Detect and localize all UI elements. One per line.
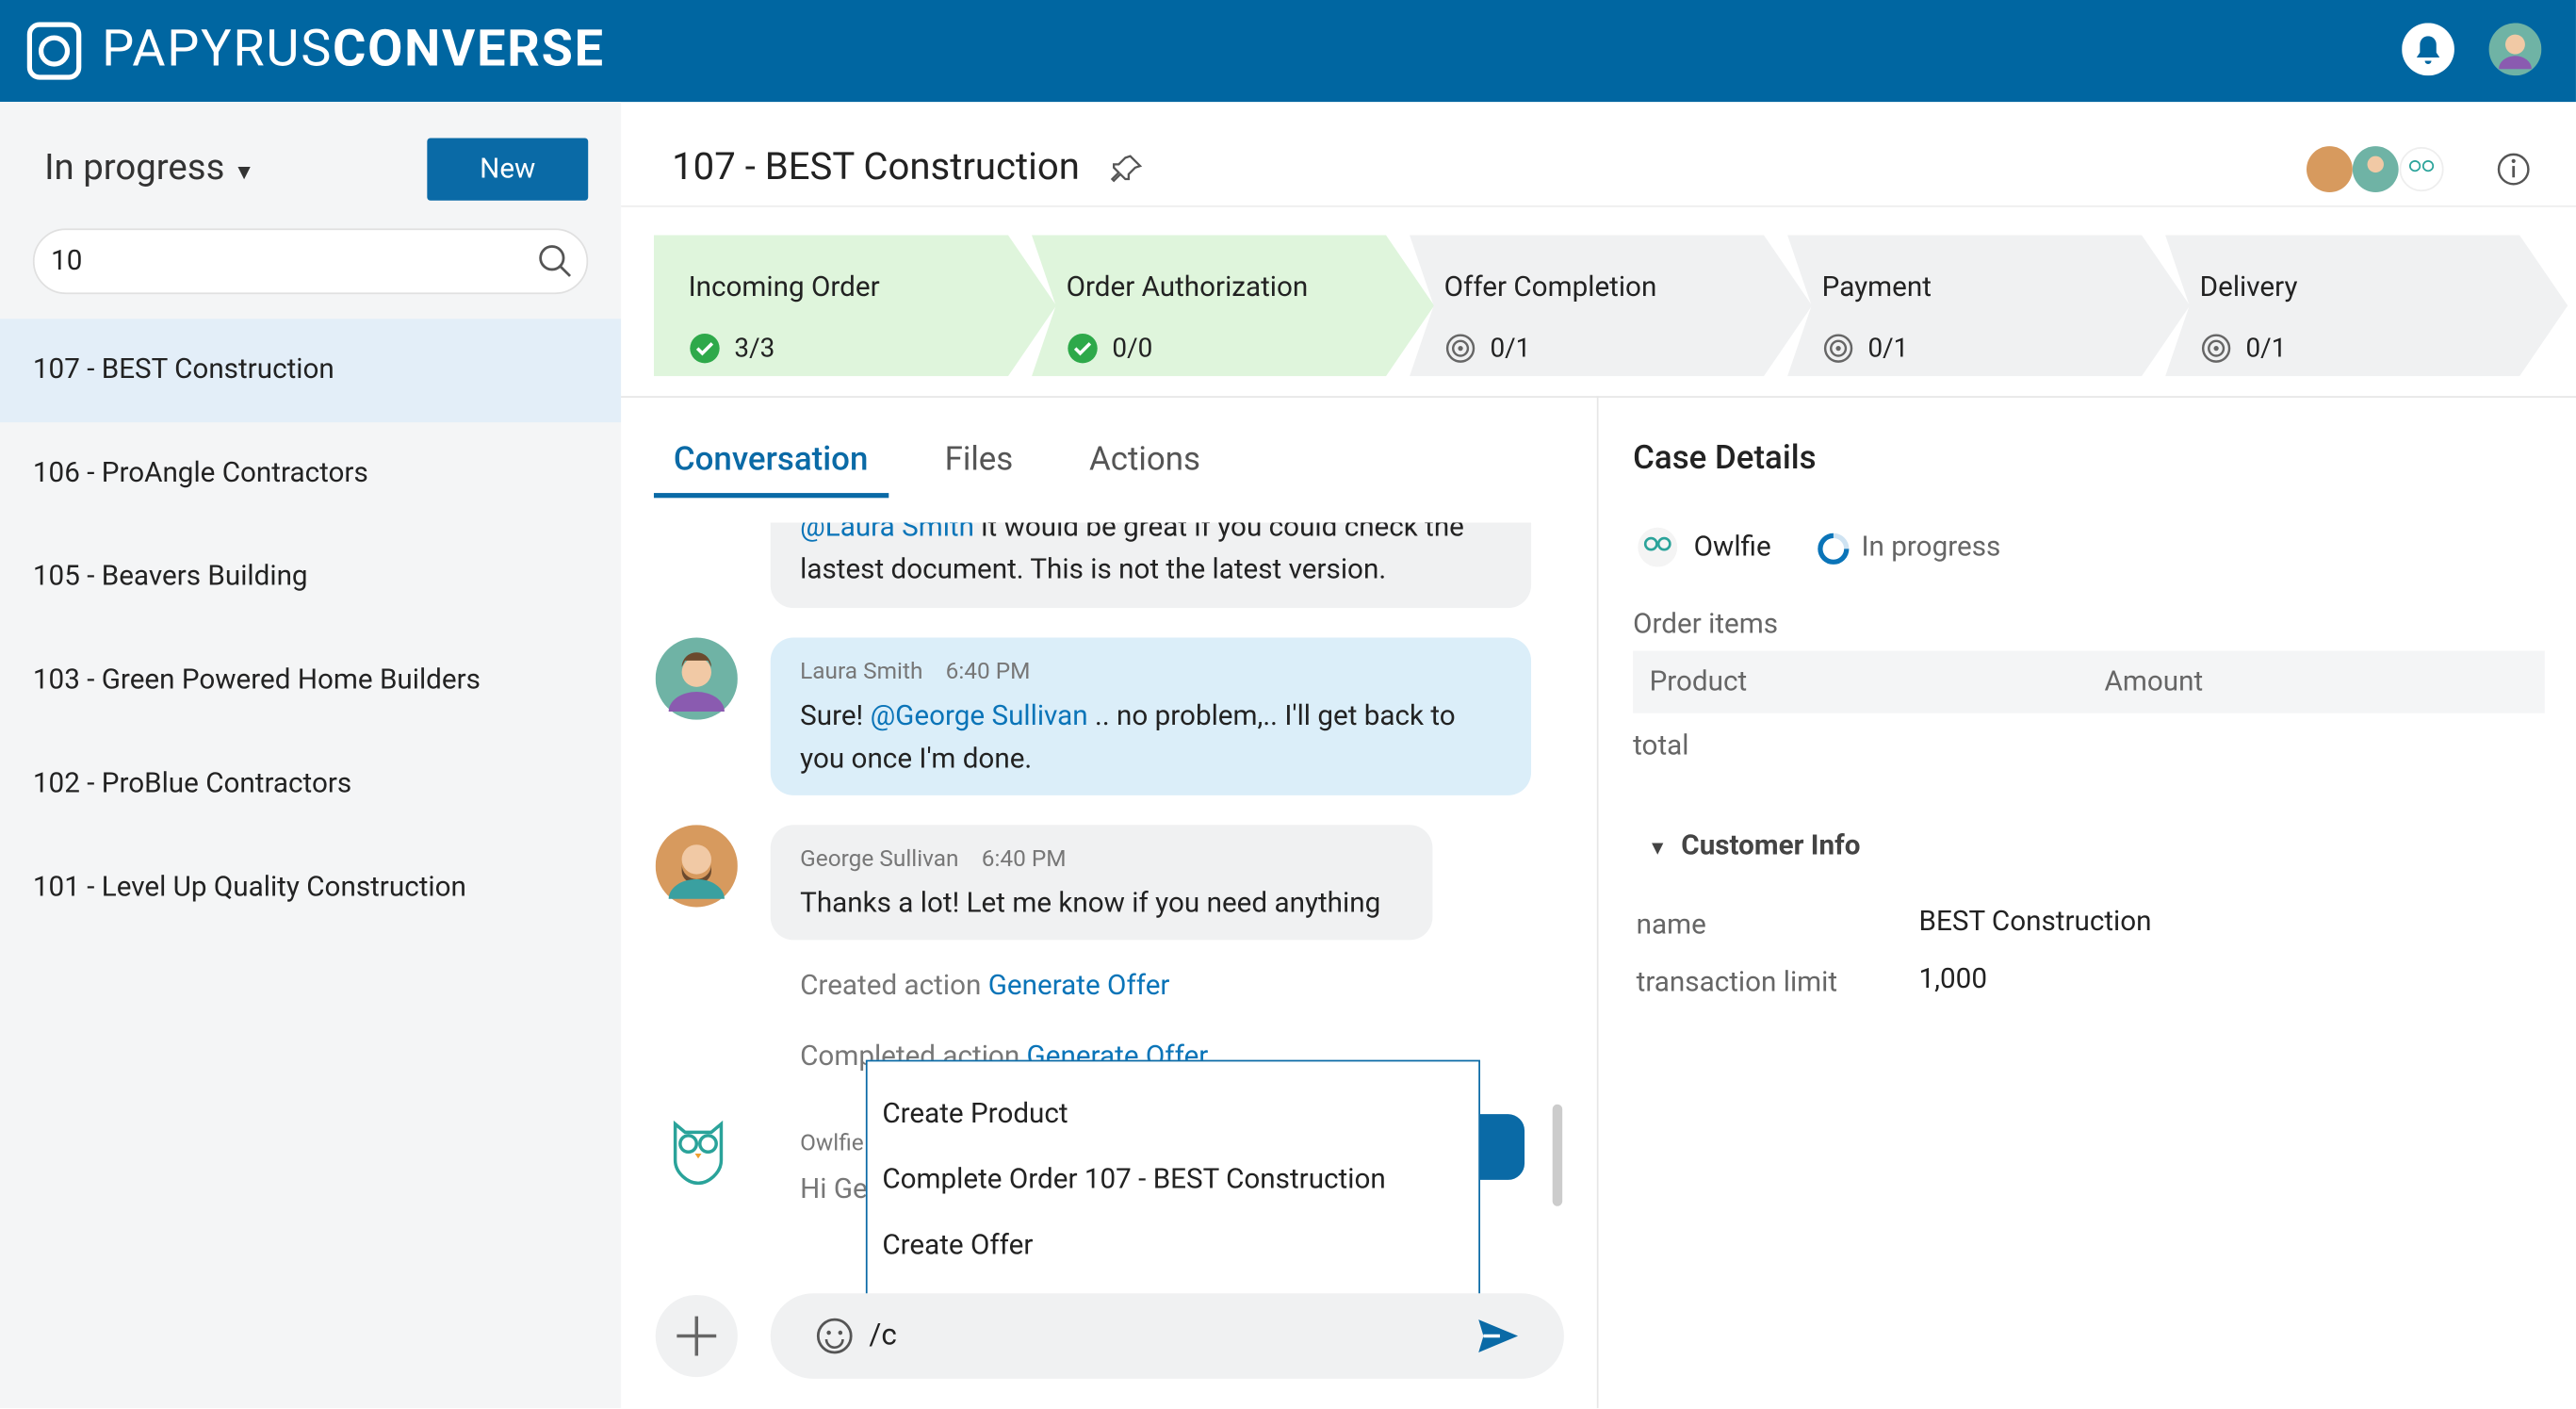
message-bubble: George Sullivan 6:40 PM Thanks a lot! Le… <box>770 825 1433 941</box>
case-item[interactable]: 105 - Beavers Building <box>32 560 308 594</box>
field-label: transaction limit <box>1636 966 1838 1000</box>
filter-label: In progress <box>44 147 225 189</box>
total-label: total <box>1633 729 1689 763</box>
avatar <box>655 825 738 908</box>
field-value: 1,000 <box>1918 962 1987 996</box>
stage-name: Order Authorization <box>1066 270 1309 304</box>
info-icon[interactable] <box>2496 151 2532 187</box>
event: Created action Generate Offer <box>800 970 1169 1003</box>
case-item[interactable]: 101 - Level Up Quality Construction <box>32 871 466 904</box>
status-icon <box>1818 532 1850 565</box>
owner-icon <box>1638 527 1678 567</box>
stage-count: 0/1 <box>1867 332 1909 364</box>
stage-icon <box>1068 333 1098 364</box>
message-list: @Laura Smith it would be great if you co… <box>623 522 1595 1278</box>
case-item[interactable]: 107 - BEST Construction <box>0 319 622 423</box>
stage-count: 0/1 <box>1490 332 1531 364</box>
message-text: it would be great if you could check the… <box>800 522 1464 587</box>
stage-icon <box>1823 334 1853 363</box>
stage[interactable]: Delivery 0/1 <box>2165 235 2568 377</box>
search-icon <box>539 245 572 277</box>
brand-light: PAPYRUS <box>102 18 334 79</box>
suggestion[interactable]: Create Product <box>882 1097 1068 1131</box>
notifications[interactable] <box>2402 23 2454 76</box>
search-box[interactable]: 10 <box>32 228 589 295</box>
tab[interactable]: Files <box>944 438 1014 479</box>
case-item[interactable]: 106 - ProAngle Contractors <box>32 456 368 490</box>
message-text: Sure! <box>800 699 864 733</box>
stage-icon <box>690 333 720 364</box>
message-text: .. no problem,.. I'll get back to you on… <box>800 699 1456 776</box>
top-bar: PAPYRUSCONVERSE <box>0 0 2576 103</box>
stage-name: Delivery <box>2199 270 2298 304</box>
message-text: Hi Ge <box>800 1172 868 1206</box>
user-avatar[interactable] <box>2488 23 2542 76</box>
stage-count: 0/1 <box>2245 332 2287 364</box>
divider <box>621 205 2576 207</box>
tab[interactable]: Conversation <box>673 438 869 479</box>
author: George Sullivan <box>800 845 959 873</box>
suggestion[interactable]: Create Offer <box>882 1229 1034 1263</box>
owlfie-avatar <box>673 1120 724 1186</box>
pin-icon[interactable] <box>1110 153 1144 186</box>
emoji-icon[interactable] <box>815 1317 855 1356</box>
avatar <box>655 637 738 720</box>
message-bubble: Laura Smith 6:40 PM Sure! @George Sulliv… <box>770 637 1532 795</box>
stage-name: Offer Completion <box>1443 270 1657 304</box>
tab-indicator <box>653 493 889 499</box>
stage-name: Incoming Order <box>688 270 880 304</box>
event-text: Created action <box>800 969 982 1003</box>
event-link[interactable]: Generate Offer <box>987 969 1170 1003</box>
mention: @George Sullivan <box>870 699 1088 733</box>
divider <box>621 396 2576 398</box>
tab[interactable]: Actions <box>1089 438 1201 479</box>
mention: @Laura Smith <box>800 522 974 545</box>
case-item[interactable]: 103 - Green Powered Home Builders <box>32 664 481 697</box>
participants <box>2307 146 2444 193</box>
divider <box>1596 396 1599 1409</box>
stage[interactable]: Payment 0/1 <box>1787 235 2191 377</box>
scrollbar <box>1552 1104 1563 1206</box>
input-text: /c <box>869 1318 897 1352</box>
stage[interactable]: Offer Completion 0/1 <box>1410 235 1813 377</box>
details-title: Case Details <box>1633 436 1817 477</box>
brand-bold: CONVERSE <box>333 18 605 79</box>
field-label: name <box>1636 909 1706 942</box>
message-text: Thanks a lot! Let me know if you need an… <box>800 887 1381 921</box>
section-title: Customer Info <box>1681 829 1861 863</box>
stage-count: 0/0 <box>1112 332 1153 364</box>
stage-icon <box>2201 334 2231 363</box>
author: Laura Smith <box>800 659 923 686</box>
message-bubble: @Laura Smith it would be great if you co… <box>770 522 1532 609</box>
message-input[interactable]: /c <box>770 1293 1564 1379</box>
time: 6:40 PM <box>945 659 1031 686</box>
logo-icon <box>26 22 82 80</box>
stage-name: Payment <box>1821 270 1932 304</box>
stage-icon <box>1445 334 1475 363</box>
send-button[interactable] <box>1476 1317 1519 1356</box>
section-toggle[interactable]: ▼ Customer Info <box>1647 829 1861 863</box>
sidebar: In progress ▼ New 10 107 - BEST Construc… <box>0 102 622 1409</box>
column-header: Product <box>1649 665 1748 699</box>
status: In progress <box>1861 531 2001 565</box>
case-item[interactable]: 102 - ProBlue Contractors <box>32 767 352 801</box>
stage-count: 3/3 <box>734 332 775 364</box>
search-text: 10 <box>51 244 83 278</box>
table-header: Product Amount <box>1633 650 2545 713</box>
suggestion-popup: Create Product Complete Order 107 - BEST … <box>865 1059 1480 1305</box>
column-header: Amount <box>2104 665 2204 699</box>
filter-dropdown[interactable]: In progress ▼ <box>44 147 255 189</box>
stage[interactable]: Order Authorization 0/0 <box>1031 235 1435 377</box>
new-button[interactable]: New <box>427 138 589 201</box>
field-value: BEST Construction <box>1918 905 2152 939</box>
case-title: 107 - BEST Construction <box>672 144 1080 189</box>
time: 6:40 PM <box>981 845 1067 873</box>
owner: Owlfie <box>1693 531 1771 565</box>
suggestion[interactable]: Complete Order 107 - BEST Construction <box>882 1163 1386 1197</box>
section-label: Order items <box>1633 608 1779 642</box>
stage[interactable]: Incoming Order 3/3 <box>653 235 1057 377</box>
add-button[interactable] <box>654 1293 740 1379</box>
author: Owlfie <box>800 1130 864 1157</box>
